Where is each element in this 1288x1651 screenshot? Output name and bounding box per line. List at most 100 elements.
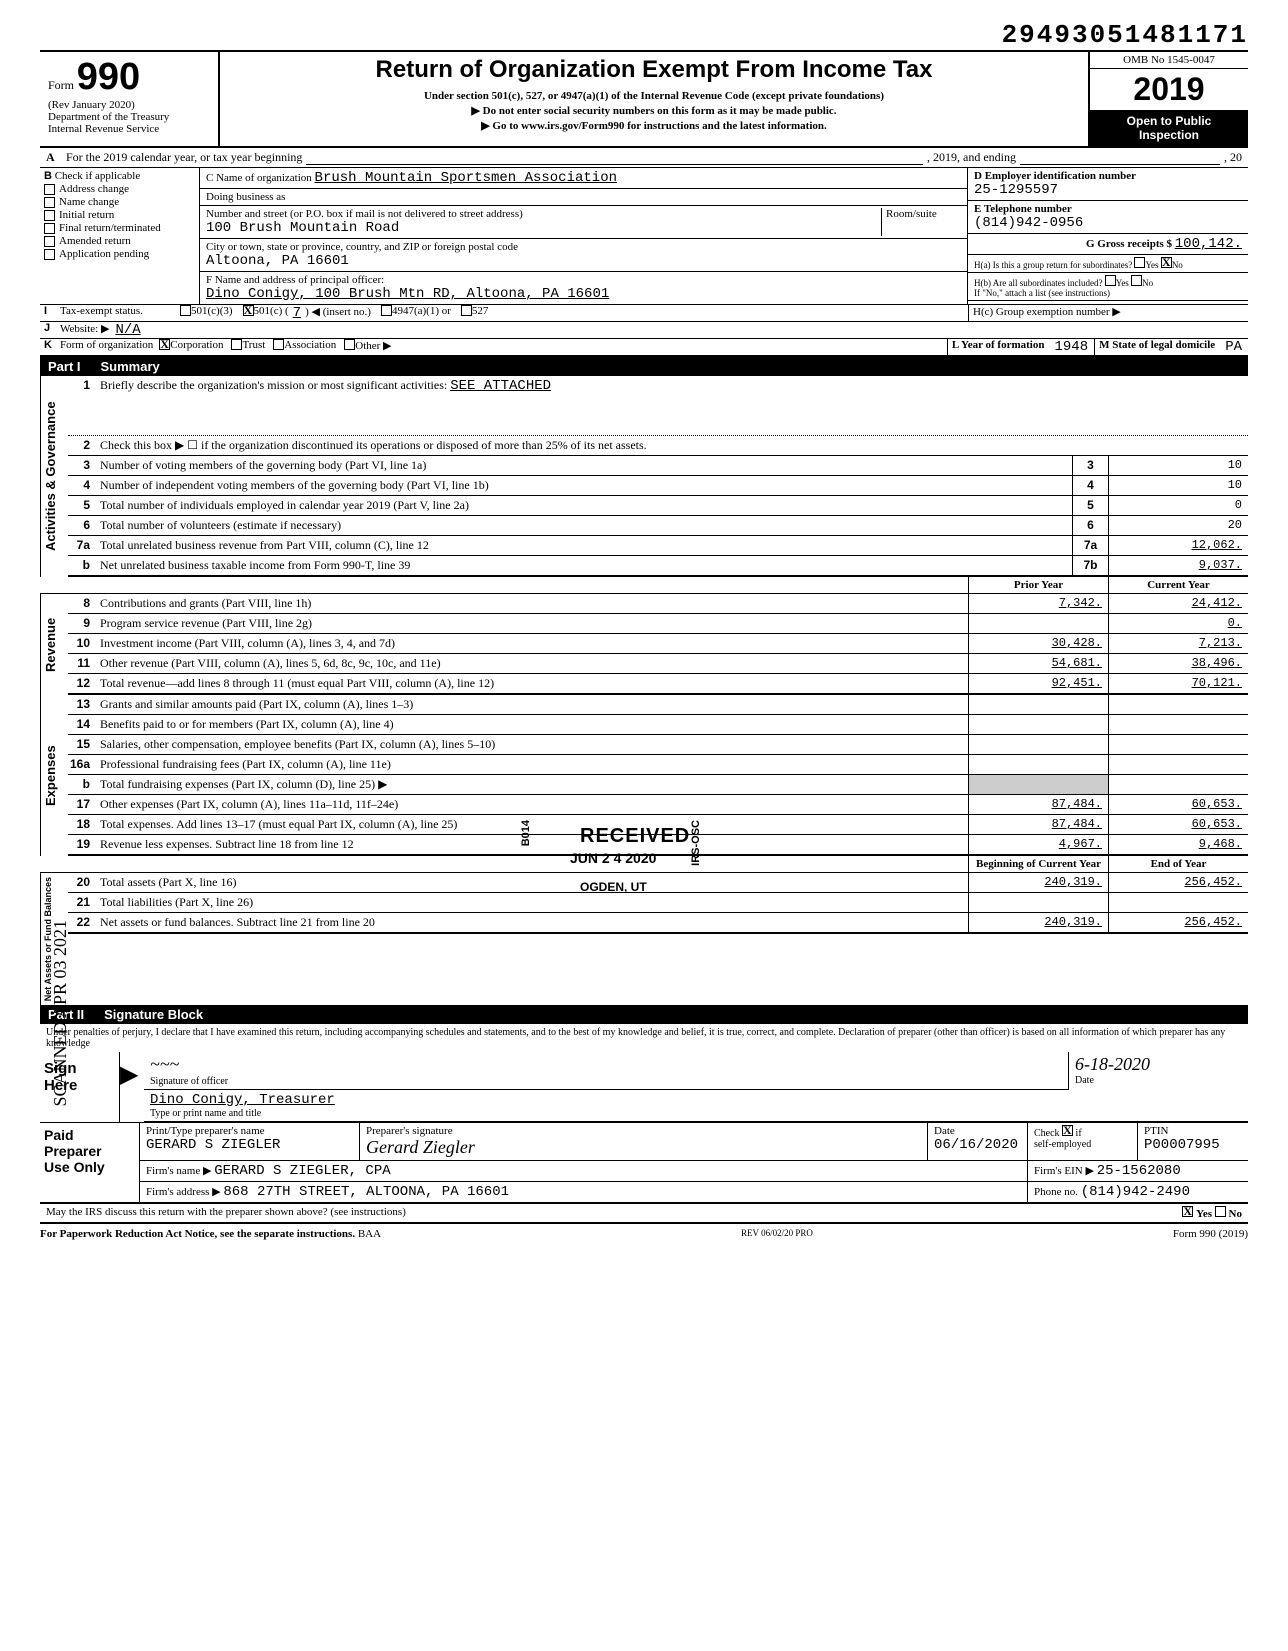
checkbox-association[interactable] bbox=[273, 339, 284, 350]
header-title: Return of Organization Exempt From Incom… bbox=[230, 56, 1078, 84]
ein-label: D Employer identification number bbox=[974, 170, 1136, 182]
prep-name: GERARD S ZIEGLER bbox=[146, 1137, 353, 1153]
cb-label: Final return/terminated bbox=[59, 222, 161, 234]
website-label: Website: ▶ bbox=[60, 322, 109, 338]
sig-name-value: Dino Conigy, Treasurer bbox=[150, 1092, 1242, 1108]
hb-note: If "No," attach a list (see instructions… bbox=[974, 288, 1242, 298]
checkbox-hb-yes[interactable] bbox=[1105, 275, 1116, 286]
line7a-box: 7a bbox=[1072, 536, 1108, 555]
line12-prior: 92,451. bbox=[968, 674, 1108, 693]
line1-val: SEE ATTACHED bbox=[450, 378, 551, 394]
line18-curr: 60,653. bbox=[1108, 815, 1248, 834]
checkbox-corporation[interactable] bbox=[159, 339, 170, 350]
ptin-label: PTIN bbox=[1144, 1125, 1242, 1137]
line13-prior bbox=[968, 695, 1108, 714]
line21-desc: Total liabilities (Part X, line 26) bbox=[96, 893, 968, 912]
discuss-yes: Yes bbox=[1196, 1208, 1212, 1220]
checkbox-ha-yes[interactable] bbox=[1134, 257, 1145, 268]
part2-header: Part II Signature Block bbox=[40, 1005, 1248, 1024]
checkbox-4947[interactable] bbox=[381, 305, 392, 316]
document-number: 29493051481171 bbox=[40, 20, 1248, 50]
footer-mid: BAA bbox=[358, 1228, 381, 1240]
self-emp-label: self-employed bbox=[1034, 1139, 1131, 1150]
checkbox-amended[interactable] bbox=[44, 236, 55, 247]
sig-officer-label: Signature of officer bbox=[150, 1076, 228, 1087]
line1-desc: Briefly describe the organization's miss… bbox=[100, 378, 447, 392]
opt-4947: 4947(a)(1) or bbox=[392, 305, 451, 321]
header-sub1: Under section 501(c), 527, or 4947(a)(1)… bbox=[230, 90, 1078, 102]
col-b-label: Check if applicable bbox=[55, 170, 141, 182]
checkbox-hb-no[interactable] bbox=[1131, 275, 1142, 286]
firm-name-label: Firm's name ▶ bbox=[146, 1165, 211, 1177]
prep-date-label: Date bbox=[934, 1125, 1021, 1137]
cb-label: Address change bbox=[59, 183, 129, 195]
line13-desc: Grants and similar amounts paid (Part IX… bbox=[96, 695, 968, 714]
line16a-desc: Professional fundraising fees (Part IX, … bbox=[96, 755, 968, 774]
line22-desc: Net assets or fund balances. Subtract li… bbox=[96, 913, 968, 932]
ha-label: H(a) Is this a group return for subordin… bbox=[974, 260, 1132, 270]
check-label: Check bbox=[1034, 1128, 1060, 1139]
line15-prior bbox=[968, 735, 1108, 754]
line14-desc: Benefits paid to or for members (Part IX… bbox=[96, 715, 968, 734]
org-name: Brush Mountain Sportsmen Association bbox=[315, 170, 617, 186]
footer-left: For Paperwork Reduction Act Notice, see … bbox=[40, 1228, 355, 1240]
line13-curr bbox=[1108, 695, 1248, 714]
checkbox-address-change[interactable] bbox=[44, 184, 55, 195]
line7a-desc: Total unrelated business revenue from Pa… bbox=[96, 536, 1072, 555]
checkbox-trust[interactable] bbox=[231, 339, 242, 350]
checkbox-application-pending[interactable] bbox=[44, 249, 55, 260]
yes-label: Yes bbox=[1145, 260, 1158, 270]
checkbox-501c3[interactable] bbox=[180, 305, 191, 316]
line18-desc: Total expenses. Add lines 13–17 (must eq… bbox=[96, 815, 968, 834]
checkbox-self-employed[interactable] bbox=[1062, 1125, 1073, 1136]
begin-year-header: Beginning of Current Year bbox=[968, 856, 1108, 872]
line3-desc: Number of voting members of the governin… bbox=[96, 456, 1072, 475]
form-rev: (Rev January 2020) bbox=[48, 99, 210, 111]
checkbox-initial-return[interactable] bbox=[44, 210, 55, 221]
opt-trust: Trust bbox=[242, 339, 265, 355]
opt-insert: ) ◀ (insert no.) bbox=[305, 305, 371, 321]
checkbox-discuss-yes[interactable] bbox=[1182, 1206, 1193, 1217]
open-label: Open to Public bbox=[1094, 114, 1244, 128]
sig-name-label: Type or print name and title bbox=[150, 1108, 261, 1119]
checkbox-other[interactable] bbox=[344, 339, 355, 350]
checkbox-527[interactable] bbox=[461, 305, 472, 316]
row-a-text2: , 2019, and ending bbox=[927, 150, 1016, 165]
line10-curr: 7,213. bbox=[1108, 634, 1248, 653]
firm-name: GERARD S ZIEGLER, CPA bbox=[214, 1163, 390, 1179]
checkbox-final-return[interactable] bbox=[44, 223, 55, 234]
line8-prior: 7,342. bbox=[968, 594, 1108, 613]
row-a: A For the 2019 calendar year, or tax yea… bbox=[40, 148, 1248, 168]
line17-curr: 60,653. bbox=[1108, 795, 1248, 814]
hb-label: H(b) Are all subordinates included? bbox=[974, 278, 1102, 288]
row-a-text3: , 20 bbox=[1224, 150, 1242, 165]
line21-end bbox=[1108, 893, 1248, 912]
row-k-letter: K bbox=[40, 339, 60, 355]
line16b-desc: Total fundraising expenses (Part IX, col… bbox=[96, 775, 968, 794]
form-header: Form 990 (Rev January 2020) Department o… bbox=[40, 50, 1248, 148]
checkbox-ha-no[interactable] bbox=[1161, 257, 1172, 268]
tax-year: 2019 bbox=[1090, 69, 1248, 110]
no-label: No bbox=[1142, 278, 1153, 288]
opt-501c3: 501(c)(3) bbox=[191, 305, 233, 321]
line3-val: 10 bbox=[1108, 456, 1248, 475]
checkbox-name-change[interactable] bbox=[44, 197, 55, 208]
checkbox-501c[interactable] bbox=[243, 305, 254, 316]
b014-stamp: B014 bbox=[520, 820, 532, 846]
opt-527: 527 bbox=[472, 305, 489, 321]
received-date-stamp: JUN 2 4 2020 bbox=[570, 850, 656, 866]
line12-desc: Total revenue—add lines 8 through 11 (mu… bbox=[96, 674, 968, 693]
part1-title: Summary bbox=[101, 359, 160, 374]
checkbox-discuss-no[interactable] bbox=[1215, 1206, 1226, 1217]
line4-desc: Number of independent voting members of … bbox=[96, 476, 1072, 495]
sig-date-label: Date bbox=[1075, 1075, 1094, 1086]
line11-curr: 38,496. bbox=[1108, 654, 1248, 673]
sign-arrow-icon: ▶ bbox=[120, 1052, 144, 1122]
prep-sig-label: Preparer's signature bbox=[366, 1125, 921, 1137]
row-i-letter: I bbox=[40, 305, 60, 321]
cb-label: Amended return bbox=[59, 235, 131, 247]
line5-val: 0 bbox=[1108, 496, 1248, 515]
line18-prior: 87,484. bbox=[968, 815, 1108, 834]
phone-label: E Telephone number bbox=[974, 203, 1072, 215]
line17-desc: Other expenses (Part IX, column (A), lin… bbox=[96, 795, 968, 814]
